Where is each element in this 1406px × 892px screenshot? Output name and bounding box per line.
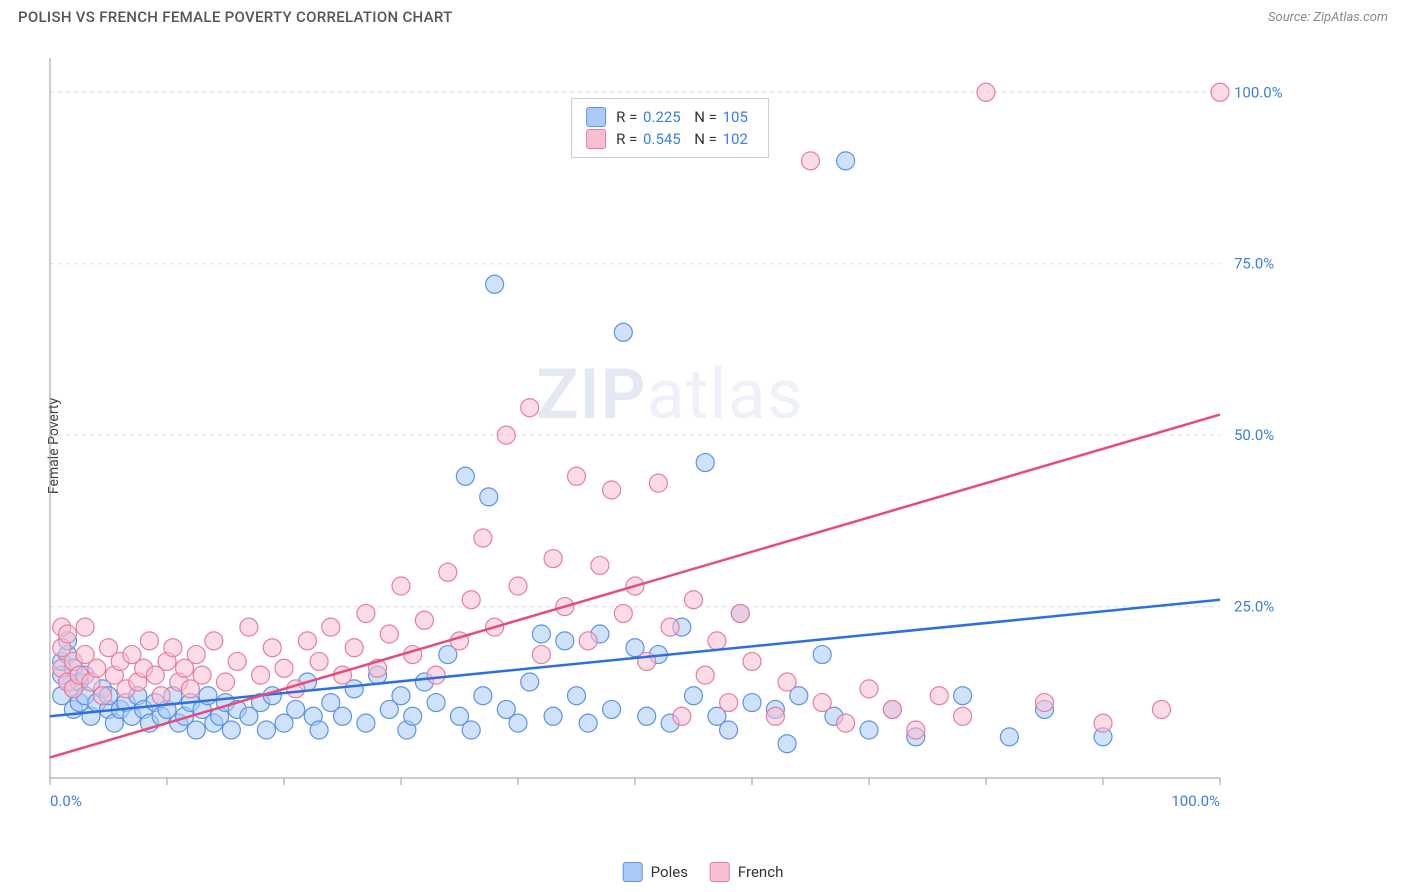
legend-swatch	[710, 862, 730, 882]
stats-legend: R = 0.225 N = 105 R = 0.545 N = 102	[571, 98, 769, 158]
svg-text:75.0%: 75.0%	[1234, 255, 1274, 273]
stats-legend-row: R = 0.225 N = 105	[586, 107, 754, 127]
stats-text: R = 0.545 N = 102	[616, 130, 754, 148]
chart-title: POLISH VS FRENCH FEMALE POVERTY CORRELAT…	[18, 8, 453, 26]
svg-text:25.0%: 25.0%	[1234, 598, 1274, 616]
stats-text: R = 0.225 N = 105	[616, 108, 754, 126]
legend-label: Poles	[651, 863, 688, 881]
svg-text:0.0%: 0.0%	[50, 792, 82, 810]
svg-text:100.0%: 100.0%	[1171, 792, 1220, 810]
svg-text:100.0%: 100.0%	[1234, 83, 1283, 101]
legend-swatch	[623, 862, 643, 882]
series-legend: Poles French	[623, 862, 784, 882]
stats-legend-row: R = 0.545 N = 102	[586, 129, 754, 149]
legend-item: Poles	[623, 862, 688, 882]
legend-swatch	[586, 107, 606, 127]
legend-item: French	[710, 862, 783, 882]
scatter-plot: 25.0% 50.0% 75.0% 100.0% 0.0% 100.0%	[40, 48, 1300, 818]
legend-label: French	[738, 863, 783, 881]
chart-area: 25.0%50.0%75.0%100.0%0.0%100.0% ZIPatlas…	[40, 48, 1300, 818]
source-label: Source: ZipAtlas.com	[1268, 10, 1388, 25]
svg-text:50.0%: 50.0%	[1234, 426, 1274, 444]
legend-swatch	[586, 129, 606, 149]
